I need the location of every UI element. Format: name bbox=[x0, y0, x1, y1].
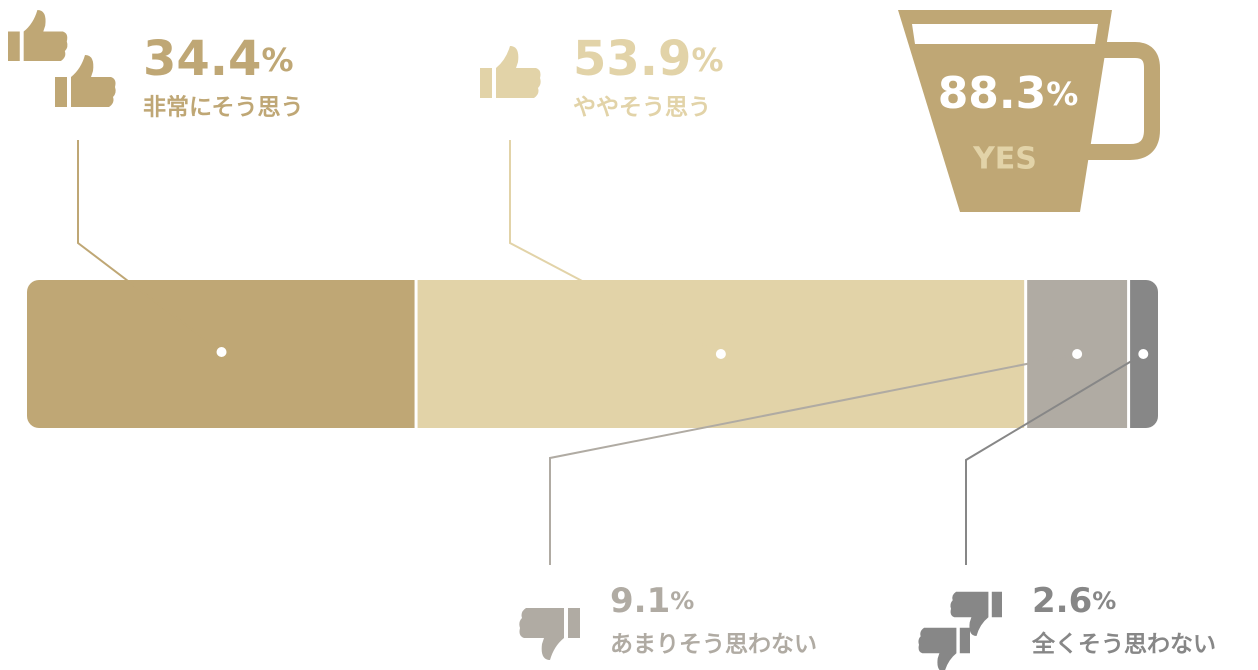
leader-line bbox=[509, 140, 722, 355]
bar-group bbox=[27, 280, 1158, 428]
leader-dot bbox=[1138, 349, 1149, 359]
value-label: 53.9% bbox=[573, 31, 724, 87]
cup-icon bbox=[898, 10, 1160, 212]
total-value: 88.3% bbox=[938, 68, 1079, 119]
value-label: 34.4% bbox=[143, 31, 294, 87]
category-label: ややそう思う bbox=[573, 95, 711, 121]
leader-dot bbox=[216, 347, 227, 357]
category-label: あまりそう思わない bbox=[610, 632, 817, 658]
value-label: 2.6% bbox=[1032, 581, 1116, 621]
total-label: YES bbox=[972, 142, 1037, 177]
icon-disagree bbox=[519, 608, 580, 660]
leader-dot bbox=[1072, 349, 1083, 359]
leader-dot bbox=[715, 349, 726, 359]
value-label: 9.1% bbox=[610, 581, 694, 621]
leader-line bbox=[549, 353, 1078, 565]
category-label: 非常にそう思う bbox=[143, 95, 304, 121]
icon-agree bbox=[480, 46, 541, 98]
icon-disagree-strong bbox=[918, 591, 1002, 670]
icon-agree-strong bbox=[8, 10, 116, 107]
category-label: 全くそう思わない bbox=[1031, 631, 1216, 658]
leader-line bbox=[77, 140, 223, 353]
leader-line bbox=[965, 353, 1144, 565]
